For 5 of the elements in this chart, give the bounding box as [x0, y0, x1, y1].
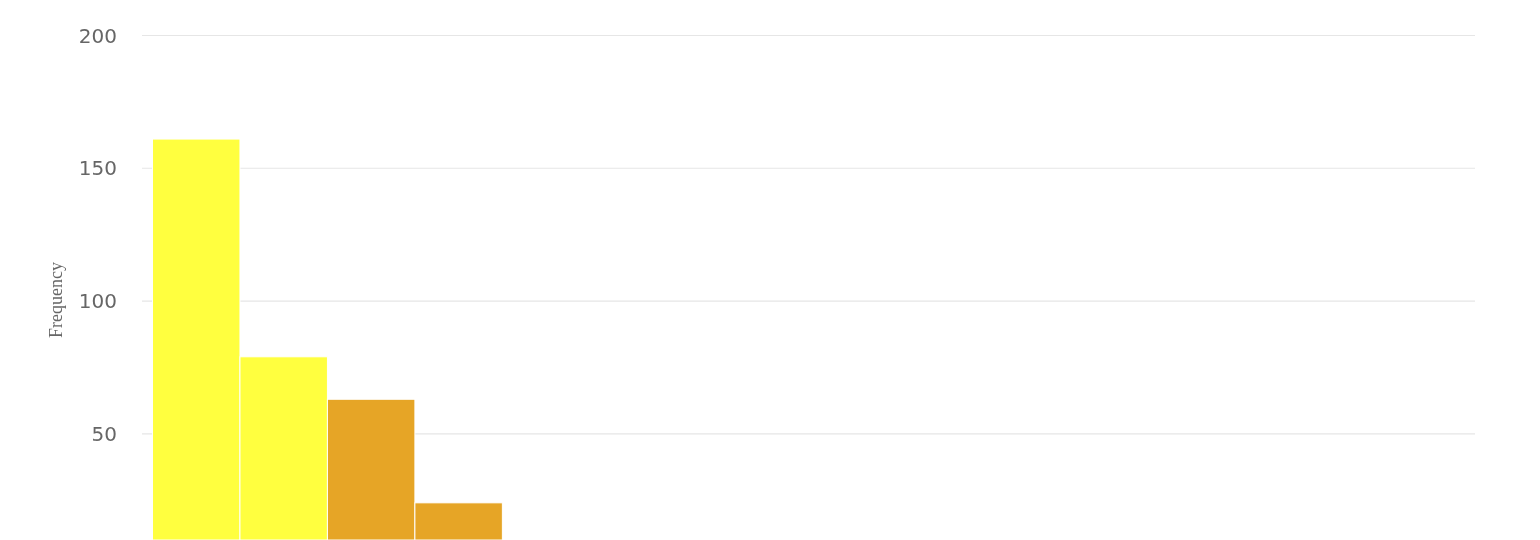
y-axis-title: Frequency	[46, 262, 66, 338]
y-tick-label: 100	[78, 289, 117, 314]
y-tick-label: 50	[91, 421, 117, 446]
y-tick-label: 200	[78, 23, 117, 48]
y-tick-label: 150	[78, 156, 117, 181]
